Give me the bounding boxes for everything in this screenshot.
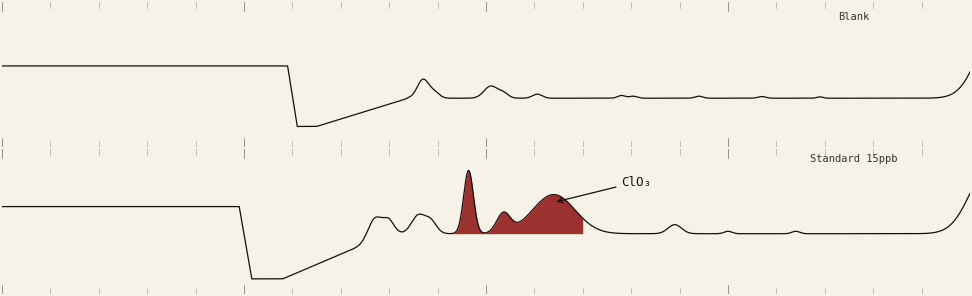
Text: Blank: Blank bbox=[838, 12, 869, 22]
Text: Standard 15ppb: Standard 15ppb bbox=[810, 154, 897, 164]
Text: ClO₃: ClO₃ bbox=[558, 176, 651, 203]
